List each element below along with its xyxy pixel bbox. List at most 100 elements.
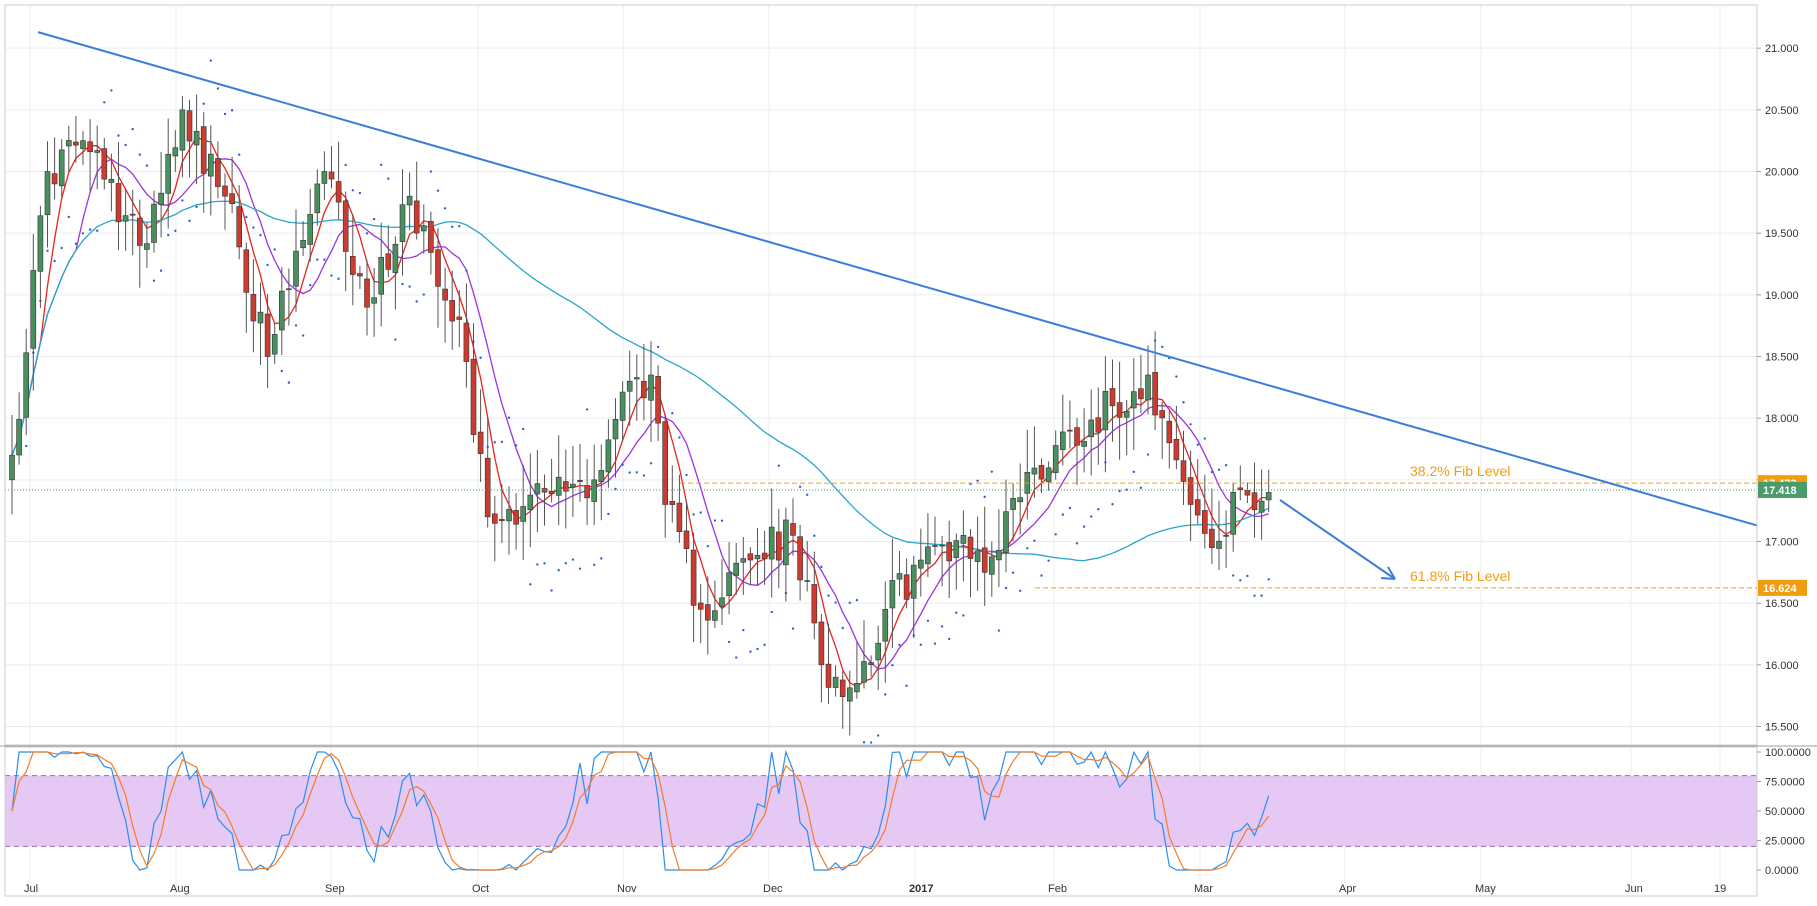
candle-body xyxy=(44,171,51,216)
sar-dot xyxy=(706,544,709,548)
sar-dot xyxy=(600,557,603,560)
candle-body xyxy=(889,580,896,609)
oscillator-axis-label: 0.0000 xyxy=(1765,865,1799,877)
sar-dot xyxy=(933,642,937,645)
candle-body xyxy=(435,249,441,287)
sar-dot xyxy=(159,269,163,272)
candle-body xyxy=(108,178,115,183)
candle-body xyxy=(80,140,86,149)
price-axis-label: 20.500 xyxy=(1765,105,1799,117)
sar-dot xyxy=(1182,401,1185,404)
time-axis-label: Nov xyxy=(617,883,637,895)
sar-dot xyxy=(948,637,951,641)
candle-body xyxy=(648,374,654,401)
candle-body xyxy=(271,334,278,355)
sar-dot xyxy=(365,232,369,235)
sar-dot xyxy=(309,284,312,287)
sar-dot xyxy=(380,163,383,167)
candle-body xyxy=(1003,511,1009,553)
sar-dot xyxy=(1004,586,1008,590)
candle-body xyxy=(371,297,377,304)
candle-body xyxy=(1109,388,1116,407)
candle-body xyxy=(683,530,690,550)
candle-body xyxy=(449,300,456,322)
sar-dot xyxy=(1132,470,1136,474)
oscillator-axis-label: 75.0000 xyxy=(1765,777,1805,789)
candle-body xyxy=(208,153,214,177)
sar-dot xyxy=(884,693,887,696)
candle-body xyxy=(158,192,164,205)
sar-dot xyxy=(926,619,930,622)
candle-body xyxy=(662,421,669,505)
candle-body xyxy=(420,225,427,232)
candle-body xyxy=(23,352,30,418)
sar-dot xyxy=(1175,375,1178,378)
candle-body xyxy=(818,621,825,666)
candle-body xyxy=(903,574,910,600)
sar-dot xyxy=(1253,594,1256,597)
sar-dot xyxy=(692,513,695,516)
sar-dot xyxy=(543,562,546,565)
price-axis-label: 18.000 xyxy=(1765,413,1799,425)
sar-dot xyxy=(1033,539,1036,542)
candle-body xyxy=(932,545,938,547)
time-axis-label: Apr xyxy=(1339,883,1356,895)
sar-dot xyxy=(869,741,873,744)
price-tag xyxy=(1758,579,1807,596)
candle-body xyxy=(499,519,505,522)
sar-dot xyxy=(763,643,766,647)
sar-dot xyxy=(351,189,354,192)
fib-level-label: 38.2% Fib Level xyxy=(1410,463,1510,479)
sar-dot xyxy=(465,269,468,272)
candle-body xyxy=(307,214,314,245)
candle-body xyxy=(974,550,981,562)
candle-body xyxy=(868,662,874,666)
sar-dot xyxy=(202,102,205,105)
candle-body xyxy=(9,454,15,481)
candle-body xyxy=(484,457,491,518)
candle-body xyxy=(577,480,583,482)
sar-dot xyxy=(976,479,979,483)
grid xyxy=(5,5,1757,896)
candle-body xyxy=(704,604,711,621)
candle-body xyxy=(349,255,356,275)
candle-body xyxy=(1187,477,1194,505)
sar-dot xyxy=(1097,508,1100,511)
candle-body xyxy=(1194,499,1201,516)
sar-dot xyxy=(1011,571,1015,574)
sar-dot xyxy=(997,629,1001,632)
candle-body xyxy=(811,584,818,624)
sar-dot xyxy=(1111,503,1114,506)
sar-dot xyxy=(259,233,262,237)
sar-dot xyxy=(110,89,113,92)
sar-dot xyxy=(67,215,71,219)
oscillator-main-line xyxy=(11,749,1270,871)
sar-dot xyxy=(1061,513,1065,516)
candle-body xyxy=(456,316,463,320)
oscillator-axis-label: 100.0000 xyxy=(1765,747,1811,759)
sar-dot xyxy=(74,242,78,245)
candle-body xyxy=(619,391,626,421)
sar-dot xyxy=(401,282,404,286)
sar-dot xyxy=(81,232,85,235)
oscillator-axis-label: 50.0000 xyxy=(1765,806,1805,818)
time-axis-label: Jul xyxy=(24,883,38,895)
candle-body xyxy=(300,240,306,249)
sar-dot xyxy=(756,647,759,651)
sar-dot xyxy=(955,611,958,614)
sar-dot xyxy=(174,229,177,233)
sar-dot xyxy=(1019,589,1022,592)
candle-body xyxy=(797,536,803,581)
sar-dot xyxy=(777,464,780,467)
sar-dot xyxy=(593,563,596,567)
sar-dot xyxy=(585,408,589,411)
candle-body xyxy=(229,193,235,204)
moving-average-line xyxy=(11,158,1269,670)
candle-body xyxy=(1095,417,1102,433)
sar-dot xyxy=(1239,579,1242,582)
candle-body xyxy=(882,609,889,642)
sar-dot xyxy=(820,565,823,569)
sar-dot xyxy=(1217,468,1221,472)
candle-body xyxy=(293,250,299,287)
